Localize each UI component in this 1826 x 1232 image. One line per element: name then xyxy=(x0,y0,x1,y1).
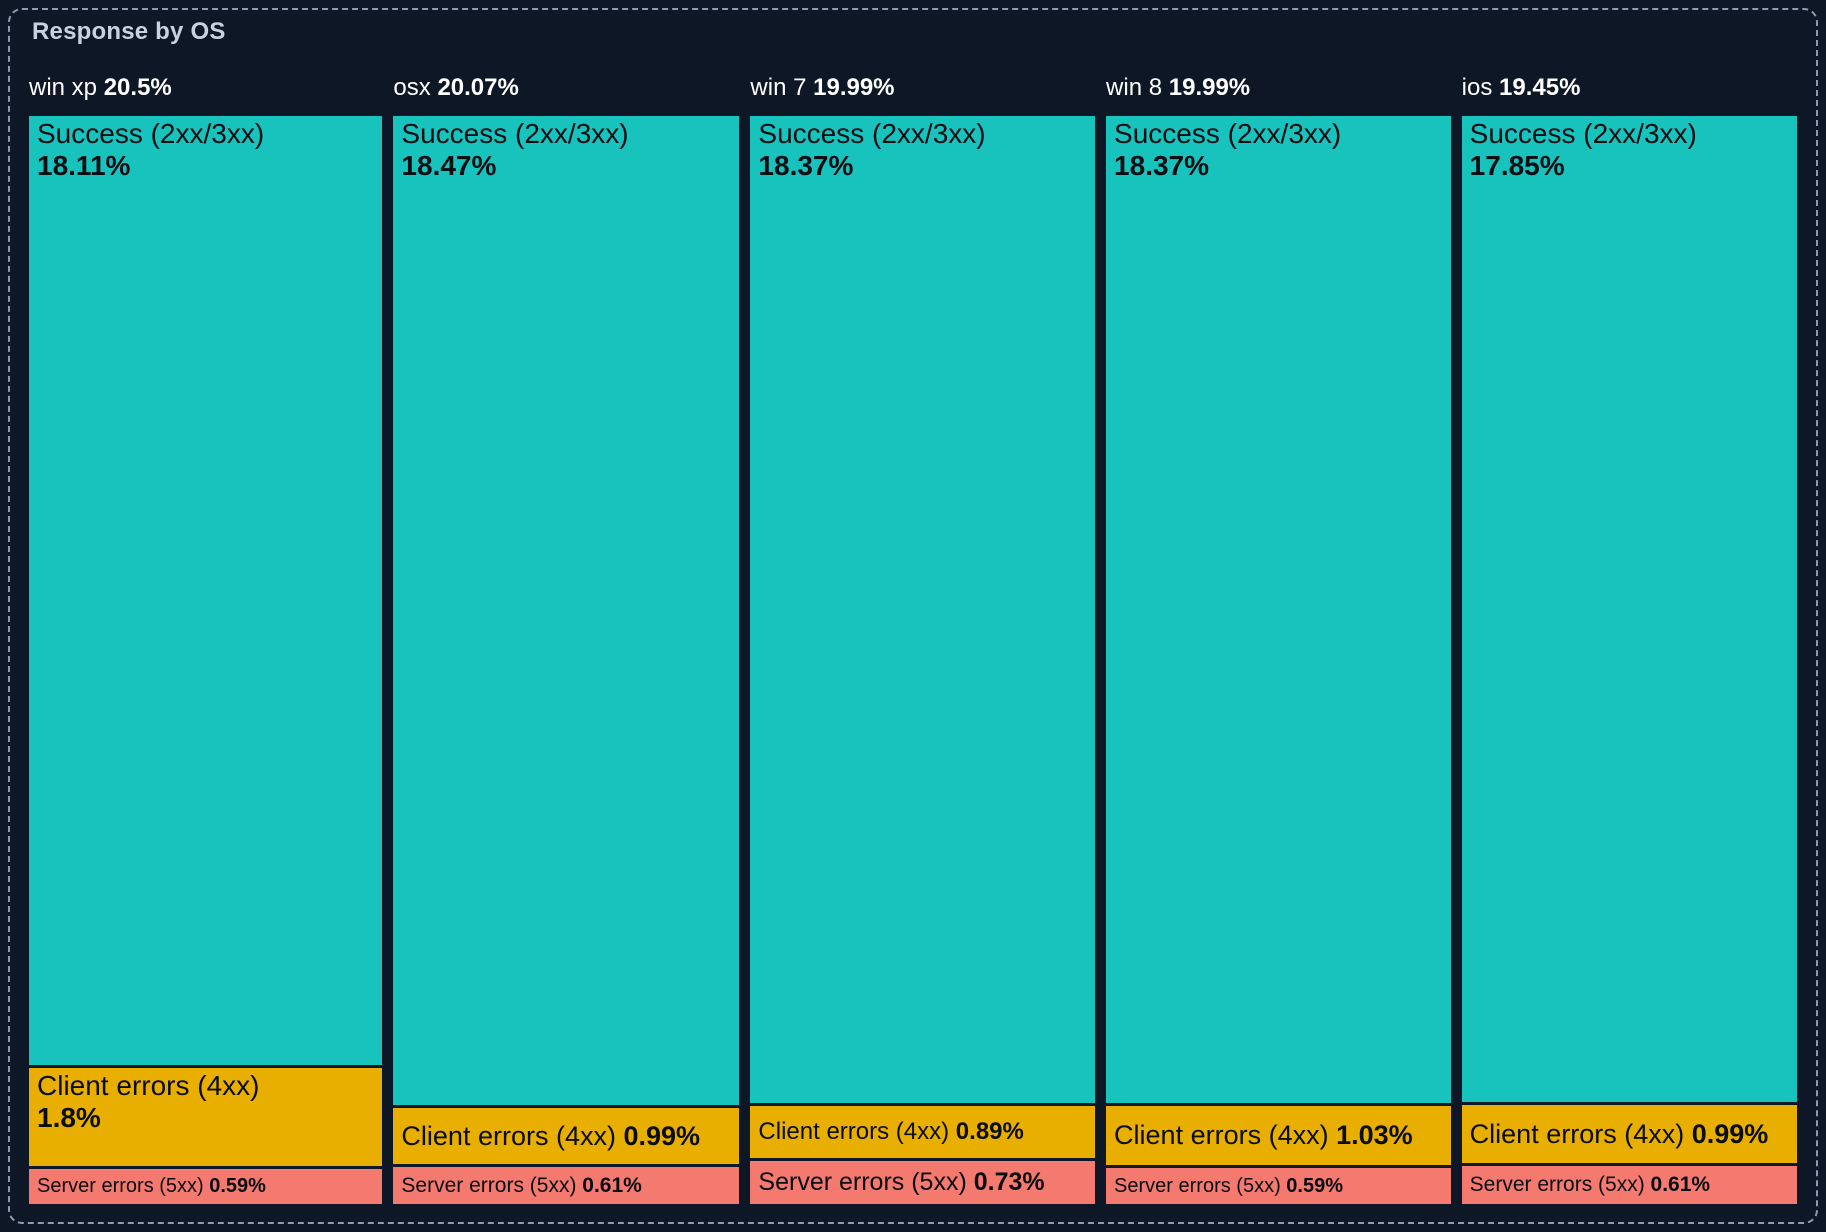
treemap-column-win-7: win 7 19.99% Success (2xx/3xx) 18.37% Clien… xyxy=(750,66,1096,1204)
cell-ios-success[interactable]: Success (2xx/3xx) 17.85% xyxy=(1461,116,1797,1102)
treemap-column-ios: ios 19.45% Success (2xx/3xx) 17.85% Client … xyxy=(1461,66,1797,1205)
cell-label: Client errors (4xx) xyxy=(758,1118,956,1146)
cell-label: Client errors (4xx) xyxy=(1469,1118,1692,1149)
cell-label: Success (2xx/3xx) xyxy=(401,118,629,149)
cell-win-xp-success[interactable]: Success (2xx/3xx) 18.11% xyxy=(29,116,383,1066)
cell-text-line: Server errors (5xx) 0.73% xyxy=(758,1168,1089,1197)
column-blocks-ios: Success (2xx/3xx) 17.85% Client errors (4x… xyxy=(1461,116,1797,1205)
cell-text-line: Server errors (5xx) 0.59% xyxy=(1114,1175,1445,1198)
cell-text-line: Server errors (5xx) 0.61% xyxy=(401,1174,733,1198)
column-blocks-win-xp: Success (2xx/3xx) 18.11% Client errors (4x… xyxy=(29,116,383,1204)
panel-title: Response by OS xyxy=(32,18,226,45)
cell-win-7-server[interactable]: Server errors (5xx) 0.73% xyxy=(750,1160,1096,1204)
os-name: win 8 xyxy=(1106,74,1169,101)
column-header-ios[interactable]: ios 19.45% xyxy=(1462,66,1797,110)
treemap-column-win-8: win 8 19.99% Success (2xx/3xx) 18.37% Clien… xyxy=(1106,66,1451,1204)
cell-label: Client errors (4xx) xyxy=(37,1070,260,1102)
cell-label: Server errors (5xx) xyxy=(1114,1174,1287,1197)
cell-win-7-client[interactable]: Client errors (4xx) 0.89% xyxy=(750,1106,1096,1158)
os-share: 19.99% xyxy=(1168,74,1251,101)
cell-win-xp-server[interactable]: Server errors (5xx) 0.59% xyxy=(29,1169,383,1204)
cell-ios-client[interactable]: Client errors (4xx) 0.99% xyxy=(1461,1104,1797,1164)
cell-win-8-server[interactable]: Server errors (5xx) 0.59% xyxy=(1106,1168,1451,1204)
cell-text-line: Server errors (5xx) 0.61% xyxy=(1470,1173,1791,1197)
cell-value: 18.47% xyxy=(401,150,497,182)
cell-value: 0.89% xyxy=(955,1118,1024,1146)
cell-label: Client errors (4xx) xyxy=(401,1120,624,1151)
cell-text-line: Client errors (4xx) 1.03% xyxy=(1114,1120,1445,1151)
cell-win-8-client[interactable]: Client errors (4xx) 1.03% xyxy=(1106,1106,1451,1166)
column-header-win-8[interactable]: win 8 19.99% xyxy=(1106,66,1451,110)
cell-value: 0.61% xyxy=(582,1173,642,1197)
cell-label: Server errors (5xx) xyxy=(1469,1173,1651,1197)
cell-text-line: Client errors (4xx) 0.99% xyxy=(401,1121,733,1152)
os-name: win xp xyxy=(29,74,104,101)
cell-label: Server errors (5xx) xyxy=(37,1175,210,1198)
cell-value: 17.85% xyxy=(1469,150,1565,182)
cell-win-8-success[interactable]: Success (2xx/3xx) 18.37% xyxy=(1106,116,1451,1104)
cell-value: 0.99% xyxy=(623,1120,701,1151)
column-header-win-7[interactable]: win 7 19.99% xyxy=(750,66,1095,110)
cell-ios-server[interactable]: Server errors (5xx) 0.61% xyxy=(1461,1166,1797,1205)
cell-label: Server errors (5xx) xyxy=(401,1173,583,1197)
cell-value: 0.73% xyxy=(973,1168,1045,1197)
os-share: 20.5% xyxy=(103,74,172,101)
column-header-osx[interactable]: osx 20.07% xyxy=(393,66,739,110)
cell-text-line: Client errors (4xx) 0.89% xyxy=(758,1118,1089,1146)
os-share: 20.07% xyxy=(437,74,519,101)
os-name: osx xyxy=(393,74,438,101)
column-blocks-osx: Success (2xx/3xx) 18.47% Client errors (4x… xyxy=(393,116,740,1204)
treemap-chart: win xp 20.5% Success (2xx/3xx) 18.11% Clien… xyxy=(29,66,1797,1205)
treemap-column-win-xp: win xp 20.5% Success (2xx/3xx) 18.11% Clien… xyxy=(29,66,383,1204)
cell-value: 1.03% xyxy=(1336,1120,1413,1151)
os-name: win 7 xyxy=(750,74,814,101)
cell-label: Success (2xx/3xx) xyxy=(758,118,986,149)
cell-value: 0.61% xyxy=(1650,1173,1711,1197)
cell-value: 18.37% xyxy=(1114,150,1210,182)
column-blocks-win-7: Success (2xx/3xx) 18.37% Client errors (4x… xyxy=(750,116,1096,1204)
cell-label: Success (2xx/3xx) xyxy=(37,118,265,149)
os-name: ios xyxy=(1461,74,1500,101)
column-header-win-xp[interactable]: win xp 20.5% xyxy=(29,66,382,110)
os-share: 19.45% xyxy=(1499,74,1581,101)
cell-value: 1.8% xyxy=(37,1102,101,1134)
cell-value: 18.37% xyxy=(758,150,854,182)
response-by-os-panel: Response by OS win xp 20.5% Success (2xx/… xyxy=(8,8,1818,1224)
cell-value: 0.59% xyxy=(1286,1174,1344,1197)
cell-osx-server[interactable]: Server errors (5xx) 0.61% xyxy=(393,1167,740,1204)
cell-label: Success (2xx/3xx) xyxy=(1114,118,1342,149)
cell-value: 18.11% xyxy=(37,150,131,182)
cell-label: Success (2xx/3xx) xyxy=(1469,118,1697,149)
cell-win-7-success[interactable]: Success (2xx/3xx) 18.37% xyxy=(750,116,1096,1104)
cell-label: Client errors (4xx) xyxy=(1114,1120,1337,1151)
cell-text-line: Client errors (4xx) 0.99% xyxy=(1470,1119,1791,1150)
os-share: 19.99% xyxy=(813,74,895,101)
cell-osx-success[interactable]: Success (2xx/3xx) 18.47% xyxy=(393,116,740,1105)
cell-value: 0.99% xyxy=(1691,1118,1769,1149)
treemap-column-osx: osx 20.07% Success (2xx/3xx) 18.47% Client … xyxy=(393,66,740,1204)
cell-value: 0.59% xyxy=(209,1175,266,1198)
cell-text-line: Server errors (5xx) 0.59% xyxy=(37,1175,376,1198)
column-blocks-win-8: Success (2xx/3xx) 18.37% Client errors (4x… xyxy=(1106,116,1451,1204)
cell-win-xp-client[interactable]: Client errors (4xx) 1.8% xyxy=(29,1068,383,1167)
cell-label: Server errors (5xx) xyxy=(758,1168,974,1197)
cell-osx-client[interactable]: Client errors (4xx) 0.99% xyxy=(393,1107,740,1165)
